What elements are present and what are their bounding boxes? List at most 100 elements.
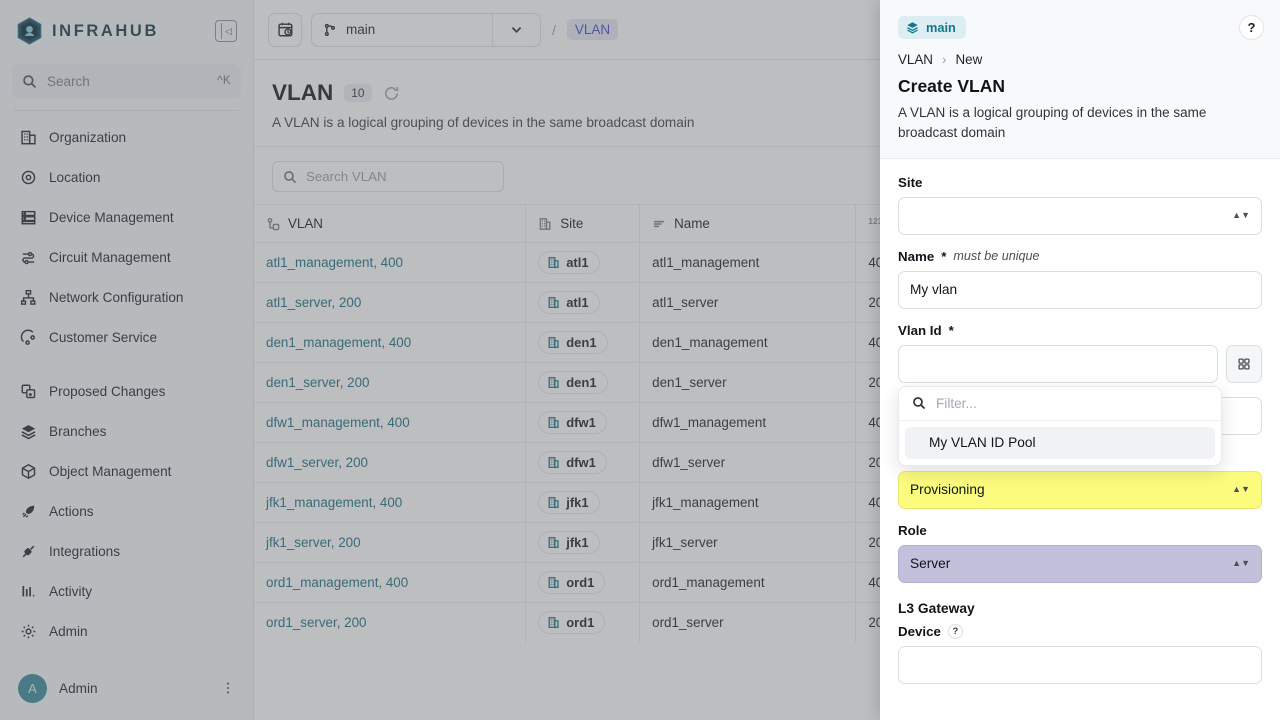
name-input[interactable]: My vlan [898, 270, 1262, 309]
vlan-link[interactable]: jfk1_server, 200 [266, 535, 361, 550]
sidebar-item-label: Device Management [49, 209, 174, 225]
site-pill[interactable]: ord1 [538, 571, 606, 594]
sidebar-item-label: Proposed Changes [49, 383, 166, 399]
site-pill-label: jfk1 [566, 535, 589, 550]
cell-vlan[interactable]: jfk1_server, 200 [254, 522, 527, 563]
cell-vlan[interactable]: atl1_management, 400 [254, 242, 527, 283]
cell-vlan[interactable]: dfw1_management, 400 [254, 402, 527, 443]
vlan-link[interactable]: ord1_management, 400 [266, 575, 409, 590]
column-header-name[interactable]: Name [639, 204, 857, 243]
site-pill[interactable]: dfw1 [538, 411, 607, 434]
brand[interactable]: INFRAHUB ◁ [12, 0, 241, 62]
circuit-icon [22, 251, 35, 264]
network-topology-icon [20, 289, 36, 305]
site-pill[interactable]: den1 [538, 371, 608, 394]
breadcrumb-parent[interactable]: VLAN [898, 52, 933, 67]
vlan-link[interactable]: ord1_server, 200 [266, 615, 367, 631]
vlan-link[interactable]: den1_management, 400 [266, 335, 412, 350]
dropdown-option[interactable]: My VLAN ID Pool [905, 426, 1215, 459]
create-vlan-panel: main ? VLAN › New Create VLAN A VLAN is … [880, 0, 1280, 720]
vlan-link[interactable]: atl1_server, 200 [266, 295, 362, 310]
field-label: Site [898, 175, 1262, 190]
table-search-input[interactable]: Search VLAN [272, 161, 504, 192]
cell-vlan[interactable]: jfk1_management, 400 [254, 482, 527, 523]
grid-2x2-icon[interactable] [1226, 344, 1262, 383]
vlan-link[interactable]: dfw1_management, 400 [266, 415, 410, 430]
sidebar-item-customer-service[interactable]: Customer Service [12, 317, 241, 357]
sidebar-item-organization[interactable]: Organization [12, 117, 241, 157]
sidebar-item-activity[interactable]: Activity [12, 571, 241, 611]
column-header-label: Site [560, 216, 584, 231]
site-pill[interactable]: den1 [538, 331, 608, 354]
device-input[interactable] [898, 645, 1262, 684]
cell-vlan[interactable]: den1_server, 200 [254, 362, 527, 403]
vlan-link[interactable]: atl1_management, 400 [266, 255, 403, 270]
site-select[interactable]: ▲▼ [898, 196, 1262, 235]
breadcrumb-vlan[interactable]: VLAN [566, 19, 619, 40]
vlan-link[interactable]: dfw1_server, 200 [266, 455, 368, 470]
help-button[interactable]: ? [1239, 15, 1264, 40]
building-icon [548, 417, 559, 428]
sidebar-item-device-management[interactable]: Device Management [12, 197, 241, 237]
status-select[interactable]: Provisioning ▲▼ [898, 470, 1262, 509]
cell-site: atl1 [525, 282, 641, 323]
chevron-down-icon[interactable] [492, 13, 540, 46]
site-pill[interactable]: jfk1 [538, 491, 600, 514]
cell-vlan[interactable]: den1_management, 400 [254, 322, 527, 363]
column-header-label: Name [674, 216, 710, 231]
sidebar-item-location[interactable]: Location [12, 157, 241, 197]
help-icon[interactable]: ? [947, 623, 963, 639]
search-input[interactable]: Search ^K [12, 64, 241, 98]
site-pill-label: ord1 [566, 615, 595, 631]
building-icon [548, 457, 559, 468]
sidebar-item-integrations[interactable]: Integrations [12, 531, 241, 571]
site-pill-label: jfk1 [566, 495, 589, 510]
vlan-link[interactable]: jfk1_management, 400 [266, 495, 403, 510]
cell-site: jfk1 [525, 522, 641, 563]
sidebar: INFRAHUB ◁ Search ^K [0, 0, 254, 720]
vlan-id-row [898, 344, 1262, 383]
sidebar-item-circuit-management[interactable]: Circuit Management [12, 237, 241, 277]
cell-vlan[interactable]: ord1_server, 200 [254, 602, 527, 643]
panel-branch-badge[interactable]: main [898, 16, 966, 39]
field-label-text: Vlan Id [898, 322, 942, 338]
user-account-row[interactable]: A Admin [12, 662, 241, 714]
select-spinner-icon: ▲▼ [1232, 484, 1250, 494]
calendar-clock-icon[interactable] [268, 12, 302, 47]
column-header-label: VLAN [288, 216, 323, 231]
sidebar-item-proposed-changes[interactable]: Proposed Changes [12, 371, 241, 411]
sidebar-item-network-configuration[interactable]: Network Configuration [12, 277, 241, 317]
column-header-site[interactable]: Site [525, 204, 641, 243]
site-pill[interactable]: atl1 [538, 251, 600, 274]
refresh-icon[interactable] [383, 85, 400, 102]
more-vertical-icon[interactable] [221, 681, 235, 695]
column-header-vlan[interactable]: VLAN [254, 204, 527, 243]
relationship-icon [267, 217, 280, 230]
modal-backdrop[interactable] [0, 0, 880, 720]
role-select[interactable]: Server ▲▼ [898, 544, 1262, 583]
vlan-id-input[interactable] [898, 344, 1218, 383]
branch-selector[interactable]: main [311, 12, 541, 47]
cell-vlan[interactable]: dfw1_server, 200 [254, 442, 527, 483]
sidebar-item-branches[interactable]: Branches [12, 411, 241, 451]
site-pill[interactable]: atl1 [538, 291, 600, 314]
page-title: VLAN [272, 80, 334, 105]
panel-collapse-icon[interactable]: ◁ [215, 20, 237, 42]
vlan-id-pool-dropdown: Filter... My VLAN ID Pool [898, 385, 1222, 466]
sidebar-item-admin[interactable]: Admin [12, 611, 241, 651]
site-pill[interactable]: ord1 [538, 611, 606, 635]
cell-name: dfw1_management [639, 402, 857, 443]
branch-selector-value[interactable]: main [312, 14, 492, 46]
sidebar-item-actions[interactable]: Actions [12, 491, 241, 531]
site-pill[interactable]: jfk1 [538, 531, 600, 554]
vlan-link[interactable]: den1_server, 200 [266, 375, 370, 390]
sidebar-item-object-management[interactable]: Object Management [12, 451, 241, 491]
cell-vlan[interactable]: ord1_management, 400 [254, 562, 527, 603]
dropdown-filter-input[interactable]: Filter... [899, 387, 1221, 421]
cell-vlan[interactable]: atl1_server, 200 [254, 282, 527, 323]
cell-site: dfw1 [525, 442, 641, 483]
cell-site: den1 [525, 322, 641, 363]
sidebar-item-label: Activity [49, 583, 93, 599]
site-pill[interactable]: dfw1 [538, 451, 607, 474]
field-label-text: Role [898, 522, 927, 538]
